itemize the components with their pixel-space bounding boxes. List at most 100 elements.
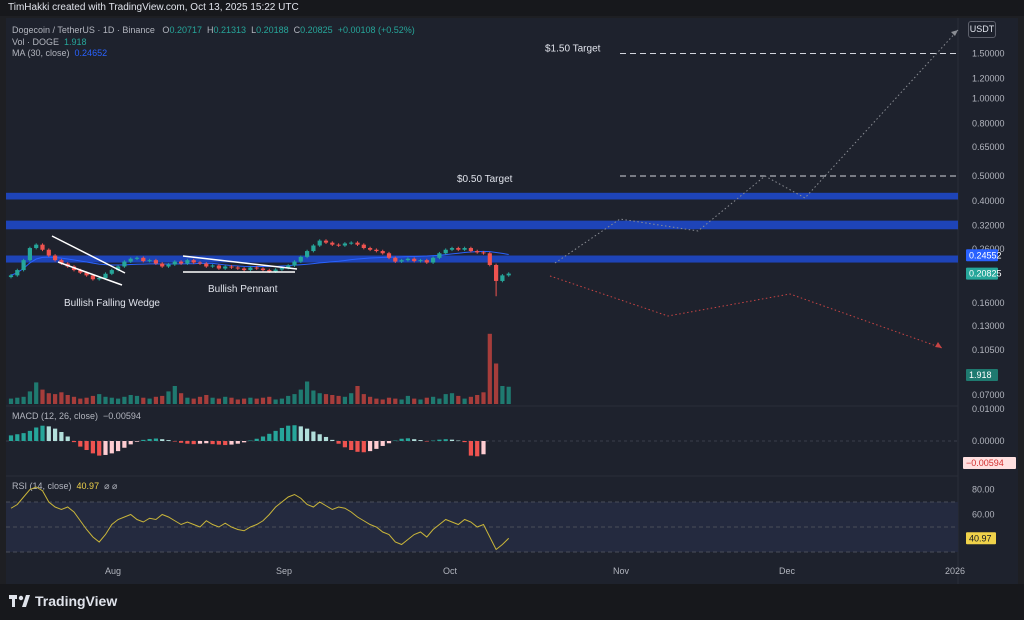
macd-histogram-bar [147,438,152,441]
candle-body [46,249,51,256]
volume-bar [185,397,190,404]
price-tick: 0.10500 [972,345,1005,355]
rsi-settings-icon[interactable]: ⌀ ⌀ [104,481,118,491]
volume-bar [424,397,429,404]
tradingview-logo[interactable]: TradingView [9,593,117,609]
volume-bar [166,391,171,404]
price-tick: 1.50000 [972,49,1005,59]
rsi-value: 40.97 [76,481,100,491]
macd-histogram-bar [84,441,89,450]
candle-body [216,265,221,269]
chart-area[interactable] [6,18,1018,584]
volume-legend: Vol · DOGE 1.918 [12,37,87,47]
candle-body [191,260,196,263]
price-tick: 0.32000 [972,221,1005,231]
moving-average-line [10,250,509,276]
candle-body [84,272,89,276]
close-value: 0.20825 [300,25,333,35]
macd-histogram-bar [116,441,121,452]
volume-bar [84,397,89,404]
candle-body [27,248,32,261]
rsi-label: RSI (14, close) [12,481,72,491]
change-value: +0.00108 (+0.52%) [337,25,415,35]
rsi-tick: 60.00 [972,510,995,520]
volume-bar [179,393,184,404]
candle-body [380,251,385,254]
candle-body [305,251,310,257]
rsi-value-label-bg [966,532,996,545]
volume-bar [223,396,228,404]
candle-body [153,260,158,264]
macd-histogram-bar [65,436,70,441]
volume-bar [197,396,203,404]
macd-label: MACD (12, 26, close) [12,411,99,421]
candle-body [399,260,404,262]
candle-body [412,258,417,262]
candle-body [197,262,203,264]
time-tick: Nov [613,566,630,576]
price-tick: 0.40000 [972,196,1005,206]
volume-bar [298,389,303,404]
macd-tick: 0.00000 [972,436,1005,446]
wedge-upper-line [51,235,126,274]
price-tick: 0.13000 [972,321,1005,331]
macd-histogram-bar [216,441,221,445]
macd-histogram-bar [393,440,398,442]
volume-bar [235,399,240,404]
macd-histogram-bar [128,441,133,445]
open-value: 0.20717 [169,25,202,35]
volume-bar [204,395,209,404]
candle-body [242,268,247,271]
volume-bar [40,389,45,404]
macd-histogram-bar [399,438,404,441]
candle-body [109,270,114,274]
macd-histogram-bar [223,441,228,446]
volume-bar [21,396,26,404]
candle-body [8,275,14,278]
candle-body [21,260,26,271]
macd-histogram-bar [254,438,259,441]
volume-label: Vol · DOGE [12,37,60,47]
macd-histogram-bar [248,440,253,442]
macd-histogram-bar [481,441,486,455]
macd-histogram-bar [90,441,95,454]
volume-bar [59,392,64,404]
macd-histogram-bar [267,433,272,441]
candle-body [90,275,95,280]
candle-body [78,270,83,273]
macd-histogram-bar [462,441,467,443]
wedge-annotation: Bullish Falling Wedge [64,298,160,309]
axis-price-label-bg [966,267,998,280]
macd-histogram-bar [342,441,347,448]
time-tick: 2026 [945,566,965,576]
axis-price-label-bg [966,249,998,262]
rsi-line [10,486,510,551]
volume-bar [97,394,102,404]
price-tick: 0.50000 [972,171,1005,181]
macd-histogram-bar [179,441,184,443]
volume-bar [109,397,114,404]
macd-histogram-bar [134,441,140,442]
currency-button[interactable]: USDT [968,21,996,38]
brand-label: TradingView [35,593,118,609]
candle-body [361,244,366,249]
macd-histogram-bar [191,441,196,445]
time-tick: Sep [276,566,292,576]
volume-bar [418,399,423,404]
candle-body [40,244,45,250]
rsi-legend: RSI (14, close) 40.97 ⌀ ⌀ [12,481,117,492]
attribution-bar: TimHakki created with TradingView.com, O… [0,0,1024,16]
pennant-annotation: Bullish Pennant [208,284,278,295]
volume-bar [229,397,234,404]
macd-histogram-bar [71,441,77,443]
volume-bar [46,393,51,404]
candle-body [330,242,335,245]
ma-value: 0.24652 [74,48,108,58]
macd-histogram-bar [122,441,127,448]
volume-bar [330,395,335,404]
volume-bar [248,397,253,404]
candle-body [53,255,58,261]
macd-value-label-bg [963,457,1016,469]
resistance-zone-2 [6,220,958,230]
